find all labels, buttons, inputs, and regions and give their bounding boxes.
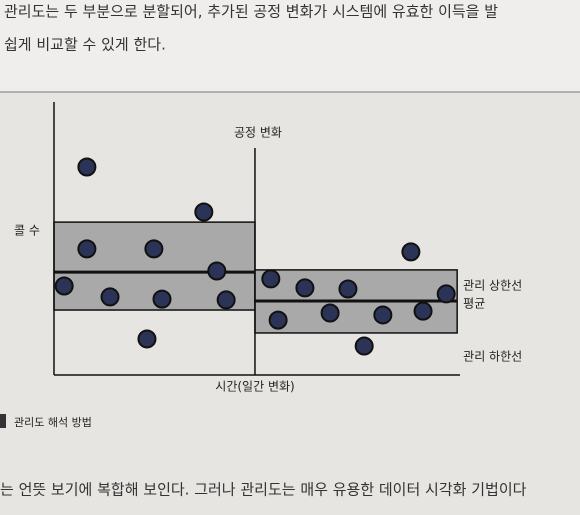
annotation: 공정 변화 xyxy=(234,126,282,140)
point xyxy=(54,276,74,296)
point xyxy=(152,289,172,309)
y-axis-label: 콜 수 xyxy=(14,224,40,238)
point xyxy=(194,202,214,222)
point xyxy=(77,157,97,177)
point xyxy=(373,305,393,325)
point xyxy=(144,239,164,259)
point xyxy=(207,261,227,281)
limit-label: 관리 상한선 xyxy=(463,278,522,292)
caption: 관리도 해석 방법 xyxy=(14,415,92,429)
limit-label: 평균 xyxy=(463,297,485,311)
point xyxy=(401,242,421,262)
body-text: 쉽게 비교할 수 있게 한다. xyxy=(4,36,166,54)
point xyxy=(100,287,120,307)
caption-marker xyxy=(0,414,6,428)
point xyxy=(338,279,358,299)
point xyxy=(216,290,236,310)
limit-label: 관리 하한선 xyxy=(463,349,522,363)
point xyxy=(320,303,340,323)
point xyxy=(436,284,456,304)
point xyxy=(137,329,157,349)
x-axis-label: 시간(일간 변화) xyxy=(215,380,294,394)
point xyxy=(295,278,315,298)
point xyxy=(354,336,374,356)
point xyxy=(77,239,97,259)
point xyxy=(268,310,288,330)
body-text: 관리도는 두 부분으로 분할되어, 추가된 공정 변화가 시스템에 유효한 이득… xyxy=(4,3,498,21)
text-area xyxy=(0,0,580,92)
point xyxy=(413,301,433,321)
point xyxy=(261,269,281,289)
body-text: 는 언뜻 보기에 복합해 보인다. 그러나 관리도는 매우 유용한 데이터 시각… xyxy=(0,481,527,499)
